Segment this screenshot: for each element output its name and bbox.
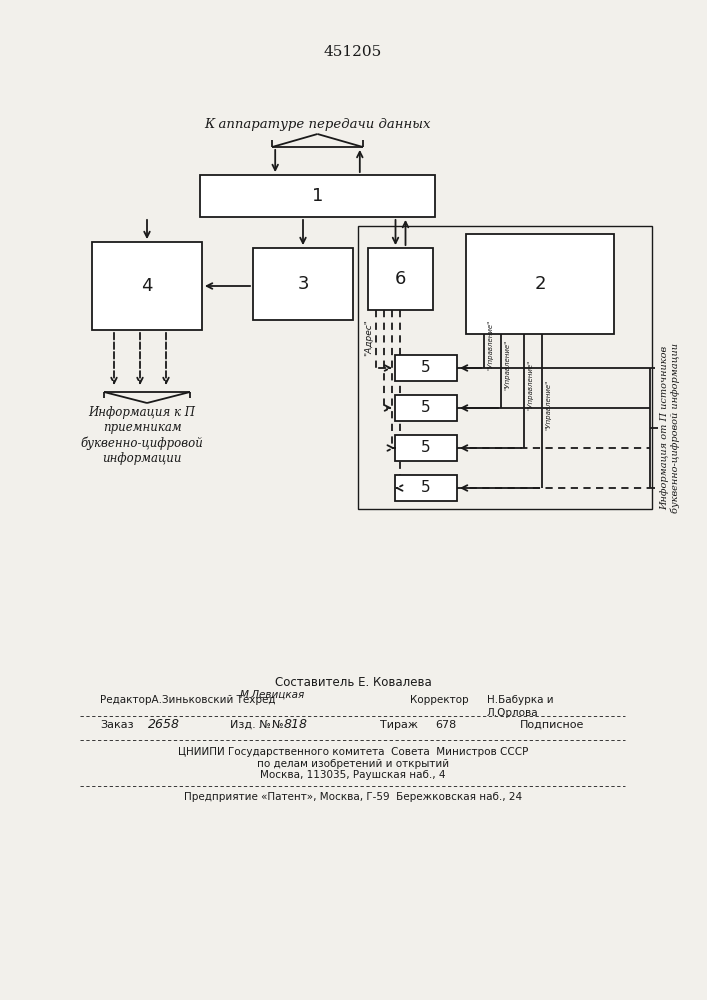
Text: 5: 5 — [421, 481, 431, 495]
Text: К аппаратуре передачи данных: К аппаратуре передачи данных — [204, 118, 431, 131]
Text: 678: 678 — [435, 720, 456, 730]
Text: РедакторА.Зиньковский Техред: РедакторА.Зиньковский Техред — [100, 695, 276, 705]
Text: 818: 818 — [284, 718, 308, 732]
Text: "Управление": "Управление" — [527, 359, 533, 410]
Text: Подписное: Подписное — [520, 720, 585, 730]
Text: 5: 5 — [421, 400, 431, 416]
Bar — [395, 475, 457, 501]
Text: 5: 5 — [421, 440, 431, 456]
Text: Л.Орлова: Л.Орлова — [487, 708, 539, 718]
Bar — [395, 355, 457, 381]
Text: 2: 2 — [534, 275, 546, 293]
Text: 3: 3 — [297, 275, 309, 293]
Text: 5: 5 — [421, 360, 431, 375]
Text: Информация от П источников
буквенно-цифровой информации: Информация от П источников буквенно-цифр… — [660, 343, 680, 513]
Text: Информация к П
приемникам
буквенно-цифровой
информации: Информация к П приемникам буквенно-цифро… — [81, 406, 204, 465]
Text: ЦНИИПИ Государственного комитета  Совета  Министров СССР: ЦНИИПИ Государственного комитета Совета … — [178, 747, 528, 757]
Text: 2658: 2658 — [148, 718, 180, 732]
Text: 4: 4 — [141, 277, 153, 295]
Text: Москва, 113035, Раушская наб., 4: Москва, 113035, Раушская наб., 4 — [260, 770, 445, 780]
Text: №: № — [272, 720, 284, 730]
Text: 6: 6 — [395, 270, 407, 288]
Text: Корректор: Корректор — [410, 695, 469, 705]
Bar — [200, 175, 435, 217]
Bar — [92, 242, 202, 330]
Text: Предприятие «Патент», Москва, Г-59  Бережковская наб., 24: Предприятие «Патент», Москва, Г-59 Береж… — [184, 792, 522, 802]
Bar — [395, 395, 457, 421]
Text: М.Левицкая: М.Левицкая — [240, 690, 305, 700]
Text: Изд. №: Изд. № — [230, 720, 271, 730]
Text: Заказ: Заказ — [100, 720, 134, 730]
Bar — [395, 435, 457, 461]
Bar — [358, 226, 652, 509]
Text: "Управление": "Управление" — [504, 339, 510, 390]
Text: "Управление": "Управление" — [545, 379, 551, 430]
Text: "Адрес": "Адрес" — [365, 319, 373, 356]
Bar — [253, 248, 353, 320]
Bar — [466, 234, 614, 334]
Text: 451205: 451205 — [324, 45, 382, 59]
Text: Тираж: Тираж — [380, 720, 418, 730]
Text: "Управление": "Управление" — [487, 319, 493, 370]
Text: по делам изобретений и открытий: по делам изобретений и открытий — [257, 759, 449, 769]
Text: Составитель Е. Ковалева: Составитель Е. Ковалева — [274, 676, 431, 688]
Text: Н.Бабурка и: Н.Бабурка и — [487, 695, 554, 705]
Text: 1: 1 — [312, 187, 323, 205]
Bar — [368, 248, 433, 310]
